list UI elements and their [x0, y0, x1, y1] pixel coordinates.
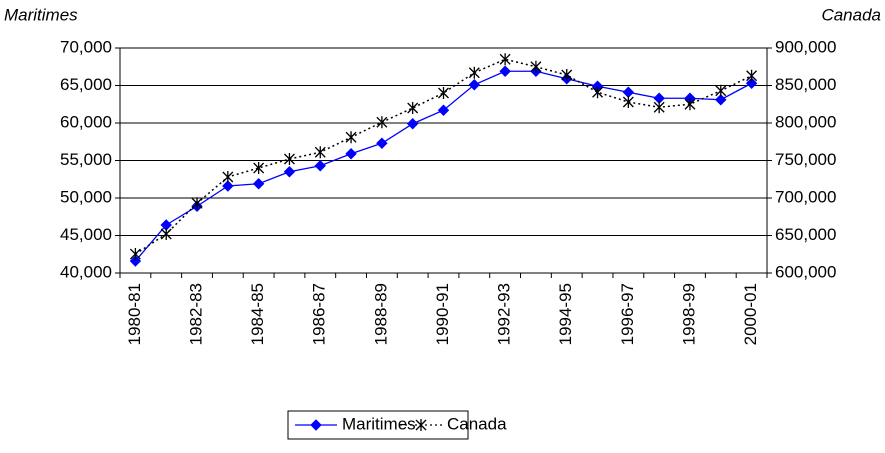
point	[253, 162, 265, 174]
point	[468, 66, 480, 79]
point	[376, 137, 388, 149]
y-tick-label: 45,000	[60, 225, 112, 244]
point	[345, 148, 357, 160]
point	[437, 104, 450, 116]
point	[129, 255, 142, 267]
x-tick-label: 1996-97	[618, 283, 637, 345]
x-tick-label: 1988-89	[371, 283, 390, 345]
point	[406, 118, 419, 130]
y2-tick-label: 900,000	[775, 37, 836, 56]
point	[715, 84, 727, 97]
point	[160, 228, 172, 240]
x-tick-label: 1986-87	[310, 283, 329, 345]
y-tick-label: 60,000	[60, 112, 112, 131]
point	[561, 69, 573, 81]
point	[438, 87, 449, 99]
y2-tick-label: 600,000	[775, 262, 836, 281]
x-tick-label: 1990-91	[433, 283, 452, 345]
point	[745, 77, 758, 89]
y-tick-label: 50,000	[60, 187, 112, 206]
point	[252, 178, 265, 190]
y-tick-label: 55,000	[60, 150, 112, 169]
x-tick-label: 1980-81	[125, 283, 144, 345]
point	[407, 102, 419, 114]
x-tick-label: 1982-83	[187, 283, 206, 345]
x-tick-label: 1992-93	[495, 283, 514, 345]
legend-label: Maritimes	[342, 414, 416, 433]
point	[283, 166, 296, 178]
y-tick-label: 65,000	[60, 75, 112, 94]
x-tick-label: 2000-01	[741, 283, 760, 345]
point	[129, 248, 141, 261]
point	[345, 131, 357, 144]
point	[314, 146, 326, 159]
y2-tick-label: 750,000	[775, 150, 836, 169]
y2-tick-label: 800,000	[775, 112, 836, 131]
series-line	[134, 58, 752, 255]
point	[191, 197, 203, 210]
point	[653, 101, 665, 114]
point	[622, 86, 635, 98]
point	[314, 160, 326, 172]
point	[530, 60, 542, 73]
y2-tick-label: 650,000	[775, 225, 836, 244]
point	[499, 65, 511, 77]
y2-tick-label: 700,000	[775, 187, 836, 206]
point	[499, 53, 511, 66]
point	[592, 86, 604, 99]
point	[715, 94, 727, 106]
x-tick-label: 1994-95	[556, 283, 575, 345]
point	[468, 79, 481, 91]
point	[222, 180, 234, 192]
y2-axis-title: Canada	[821, 5, 881, 24]
y-tick-label: 40,000	[60, 262, 112, 281]
y-tick-label: 70,000	[60, 37, 112, 56]
point	[622, 96, 634, 108]
point	[746, 69, 758, 82]
point	[310, 419, 322, 431]
y2-tick-label: 850,000	[775, 75, 836, 94]
point	[684, 98, 696, 111]
legend-label: Canada	[447, 414, 507, 433]
x-tick-label: 1984-85	[248, 283, 267, 345]
point	[415, 419, 427, 431]
y-axis-title: Maritimes	[4, 5, 78, 24]
x-tick-label: 1998-99	[679, 283, 698, 345]
point	[283, 153, 295, 165]
point	[222, 171, 234, 183]
point	[376, 116, 388, 129]
